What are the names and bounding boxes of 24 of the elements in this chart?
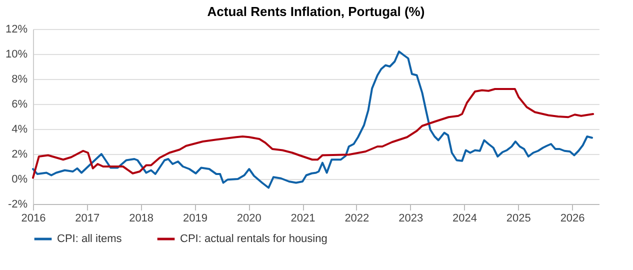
line-series [32, 88, 594, 179]
y-tick-label: 12% [5, 24, 28, 36]
y-tick-label: 6% [12, 98, 28, 110]
x-tick-label: 2018 [129, 212, 154, 224]
x-tick-label: 2024 [452, 212, 477, 224]
x-tick-label: 2025 [506, 212, 531, 224]
x-tick-label: 2016 [21, 212, 46, 224]
x-tick-label: 2021 [290, 212, 316, 224]
x-tick-label: 2022 [344, 212, 370, 224]
x-tick-label: 2019 [182, 212, 208, 224]
y-tick-label: 4% [12, 124, 28, 136]
y-tick-label: 0% [12, 174, 28, 186]
legend-label: CPI: all items [57, 233, 122, 245]
y-tick-label: -2% [8, 198, 28, 210]
x-tick-label: 2020 [236, 212, 262, 224]
legend-label: CPI: actual rentals for housing [180, 233, 328, 245]
line-series [32, 50, 593, 189]
x-tick-label: 2017 [75, 212, 100, 224]
y-tick-label: 10% [5, 48, 28, 60]
y-tick-label: 2% [12, 148, 28, 160]
x-tick-label: 2026 [560, 212, 585, 224]
x-tick-label: 2023 [398, 212, 424, 224]
chart-title: Actual Rents Inflation, Portugal (%) [207, 4, 425, 19]
y-tick-label: 8% [12, 74, 28, 86]
